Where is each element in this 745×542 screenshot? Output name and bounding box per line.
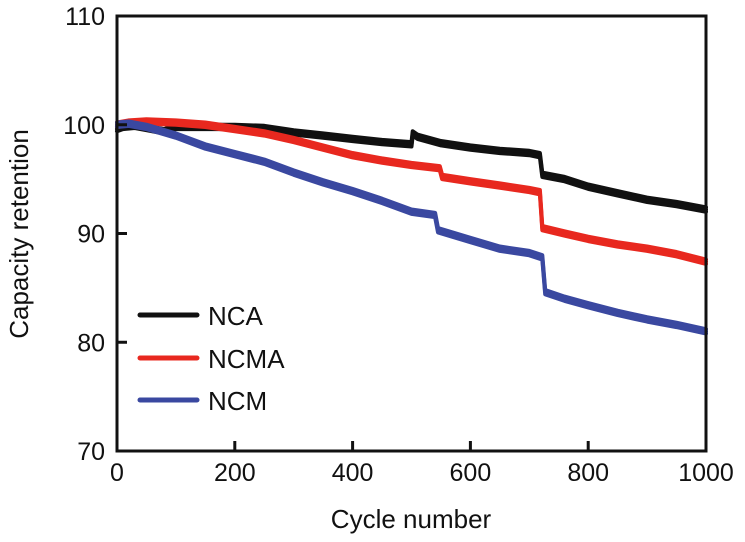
x-axis-title: Cycle number [331,504,492,534]
ticks-layer: 0 200 400 600 800 1000 70 80 90 100 110 [63,3,734,487]
data-point-ncm [144,125,148,129]
data-point-ncma [498,184,502,188]
data-point-ncma [262,131,266,135]
data-point-ncma [410,163,413,167]
series-line-ncm-cell-2 [115,121,708,334]
x-tick-label: 1000 [678,459,734,487]
data-point-ncma [440,175,444,179]
x-tick-label: 600 [450,459,492,487]
series-ncm [115,119,708,336]
data-point-ncma [527,188,531,192]
data-point-ncm [543,290,547,294]
series-layer [115,117,708,336]
data-point-ncma [540,226,544,230]
series-line-ncm-cell-3 [115,123,708,336]
y-tick-label: 90 [77,221,105,249]
data-point-ncm [174,134,178,138]
data-point-ncma [438,166,442,170]
x-tick-label: 200 [214,459,256,487]
data-point-nca [410,142,413,146]
data-point-ncma [563,232,567,235]
data-point-ncma [468,179,472,183]
legend-item-ncm: NCM [137,386,267,416]
data-point-ncm [380,199,384,203]
data-point-ncm [233,152,237,156]
x-tick-label: 400 [332,459,374,487]
data-point-nca [538,153,542,157]
data-point-nca [321,134,325,138]
legend: NCA NCMA NCM [137,301,285,416]
data-point-ncm [586,303,590,307]
data-point-ncm [540,255,544,259]
data-point-ncm [433,213,437,217]
data-point-nca [498,149,502,153]
data-point-nca [645,198,649,202]
legend-item-ncma: NCMA [137,344,285,374]
legend-label-ncma: NCMA [208,344,285,374]
data-point-nca [616,191,620,195]
data-point-ncm [675,323,678,327]
data-point-nca [563,177,567,181]
data-point-ncm [351,189,355,193]
y-tick-label: 100 [63,112,105,140]
legend-item-nca: NCA [137,301,264,331]
series-line-nca-cell-3 [115,126,708,214]
data-point-ncma [616,242,620,246]
data-point-ncma [144,120,148,123]
data-point-nca [351,137,355,141]
data-point-nca [439,141,443,145]
y-tick-label: 80 [77,329,105,357]
data-point-ncma [351,153,355,157]
data-point-ncma [538,190,542,194]
data-point-ncm [292,171,296,175]
data-point-ncm [563,297,567,301]
series-line-ncma-cell-1 [115,117,708,262]
data-point-nca [411,131,415,135]
data-point-ncma [380,159,384,163]
x-tick-label: 800 [567,459,609,487]
data-point-ncma [675,252,678,256]
data-point-ncm [127,122,131,126]
data-point-ncm [262,160,266,164]
data-point-ncma [645,247,649,251]
data-point-ncm [203,145,207,148]
data-point-ncma [292,138,296,142]
data-point-ncma [586,237,590,241]
plot-frame [115,14,708,453]
series-ncma [115,117,708,266]
legend-label-nca: NCA [208,301,264,331]
data-point-ncm [616,311,620,315]
x-tick-label: 0 [110,459,124,487]
data-point-nca [380,140,384,144]
data-point-ncma [321,146,325,150]
data-point-ncm [321,180,325,184]
data-point-nca [415,135,419,139]
data-point-ncm [436,228,440,232]
data-point-ncm [527,251,531,255]
series-line-ncma-cell-3 [115,121,708,266]
data-point-ncm [410,210,413,214]
series-line-ncm-cell-1 [115,119,708,332]
data-point-ncma [203,123,207,127]
data-point-ncma [174,121,178,125]
legend-label-ncm: NCM [208,386,267,416]
y-axis-title: Capacity retention [4,129,34,339]
data-point-nca [292,130,296,134]
data-point-ncm [468,238,472,242]
y-tick-label: 70 [77,438,105,466]
data-point-nca [468,146,472,150]
data-point-ncma [233,127,237,131]
data-point-nca [262,126,266,130]
data-point-ncm [498,247,502,251]
data-point-nca [527,151,531,155]
data-point-nca [540,173,544,177]
data-point-ncm [645,317,649,321]
data-point-nca [586,185,590,189]
data-point-nca [675,202,678,206]
y-tick-label: 110 [65,3,105,31]
